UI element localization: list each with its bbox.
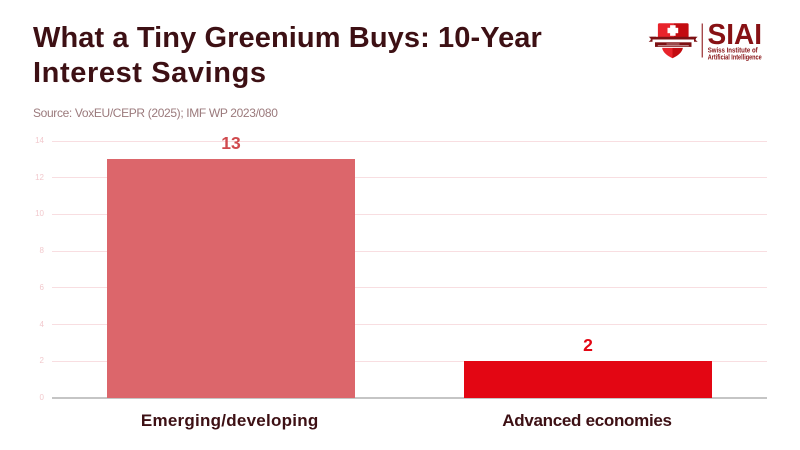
svg-text:Swiss Institute of: Swiss Institute of (708, 48, 759, 55)
svg-text:SIAI: SIAI (708, 19, 763, 51)
svg-text:Artificial Intelligence: Artificial Intelligence (708, 54, 762, 61)
